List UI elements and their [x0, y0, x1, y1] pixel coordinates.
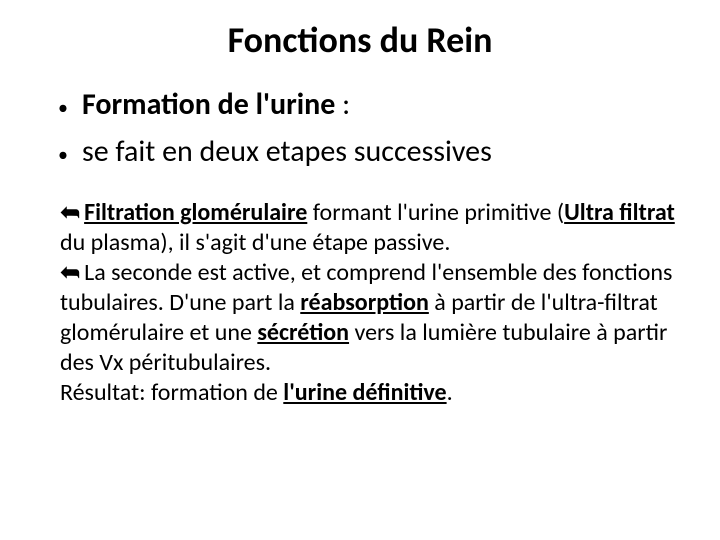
- bullet-list: • Formation de l'urine : • se fait en de…: [30, 86, 690, 170]
- para-line-3: Résultat: formation de l'urine définitiv…: [60, 378, 680, 408]
- bullet-text: se fait en deux etapes successives: [82, 133, 492, 170]
- term-filtration: Filtration glomérulaire: [84, 198, 307, 227]
- bullet-item-2: • se fait en deux etapes successives: [58, 133, 690, 170]
- text-run: Résultat: formation de: [60, 378, 283, 407]
- slide-title: Fonctions du Rein: [30, 18, 690, 62]
- text-run: du plasma), il s'agit d'une étape passiv…: [60, 228, 450, 257]
- para-line-1: ➦Filtration glomérulaire formant l'urine…: [60, 198, 680, 258]
- term-secretion: sécrétion: [257, 318, 349, 347]
- bullet-1-rest: :: [335, 86, 350, 123]
- text-run: formant l'urine primitive (: [307, 198, 564, 227]
- term-reabsorption: réabsorption: [300, 288, 429, 317]
- bullet-2-text: se fait en deux etapes successives: [82, 133, 492, 170]
- bullet-marker: •: [58, 145, 68, 165]
- bullet-marker: •: [58, 98, 68, 118]
- text-run: .: [447, 378, 453, 407]
- arrow-icon: ➦: [60, 258, 80, 288]
- bullet-item-1: • Formation de l'urine :: [58, 86, 690, 123]
- bullet-1-strong: Formation de l'urine: [82, 86, 335, 123]
- para-line-2: ➦La seconde est active, et comprend l'en…: [60, 258, 680, 378]
- bullet-text: Formation de l'urine :: [82, 86, 350, 123]
- term-ultrafiltrat: Ultra filtrat: [564, 198, 675, 227]
- body-paragraph: ➦Filtration glomérulaire formant l'urine…: [30, 198, 690, 408]
- arrow-icon: ➦: [60, 198, 80, 228]
- term-urine-definitive: l'urine définitive: [283, 378, 446, 407]
